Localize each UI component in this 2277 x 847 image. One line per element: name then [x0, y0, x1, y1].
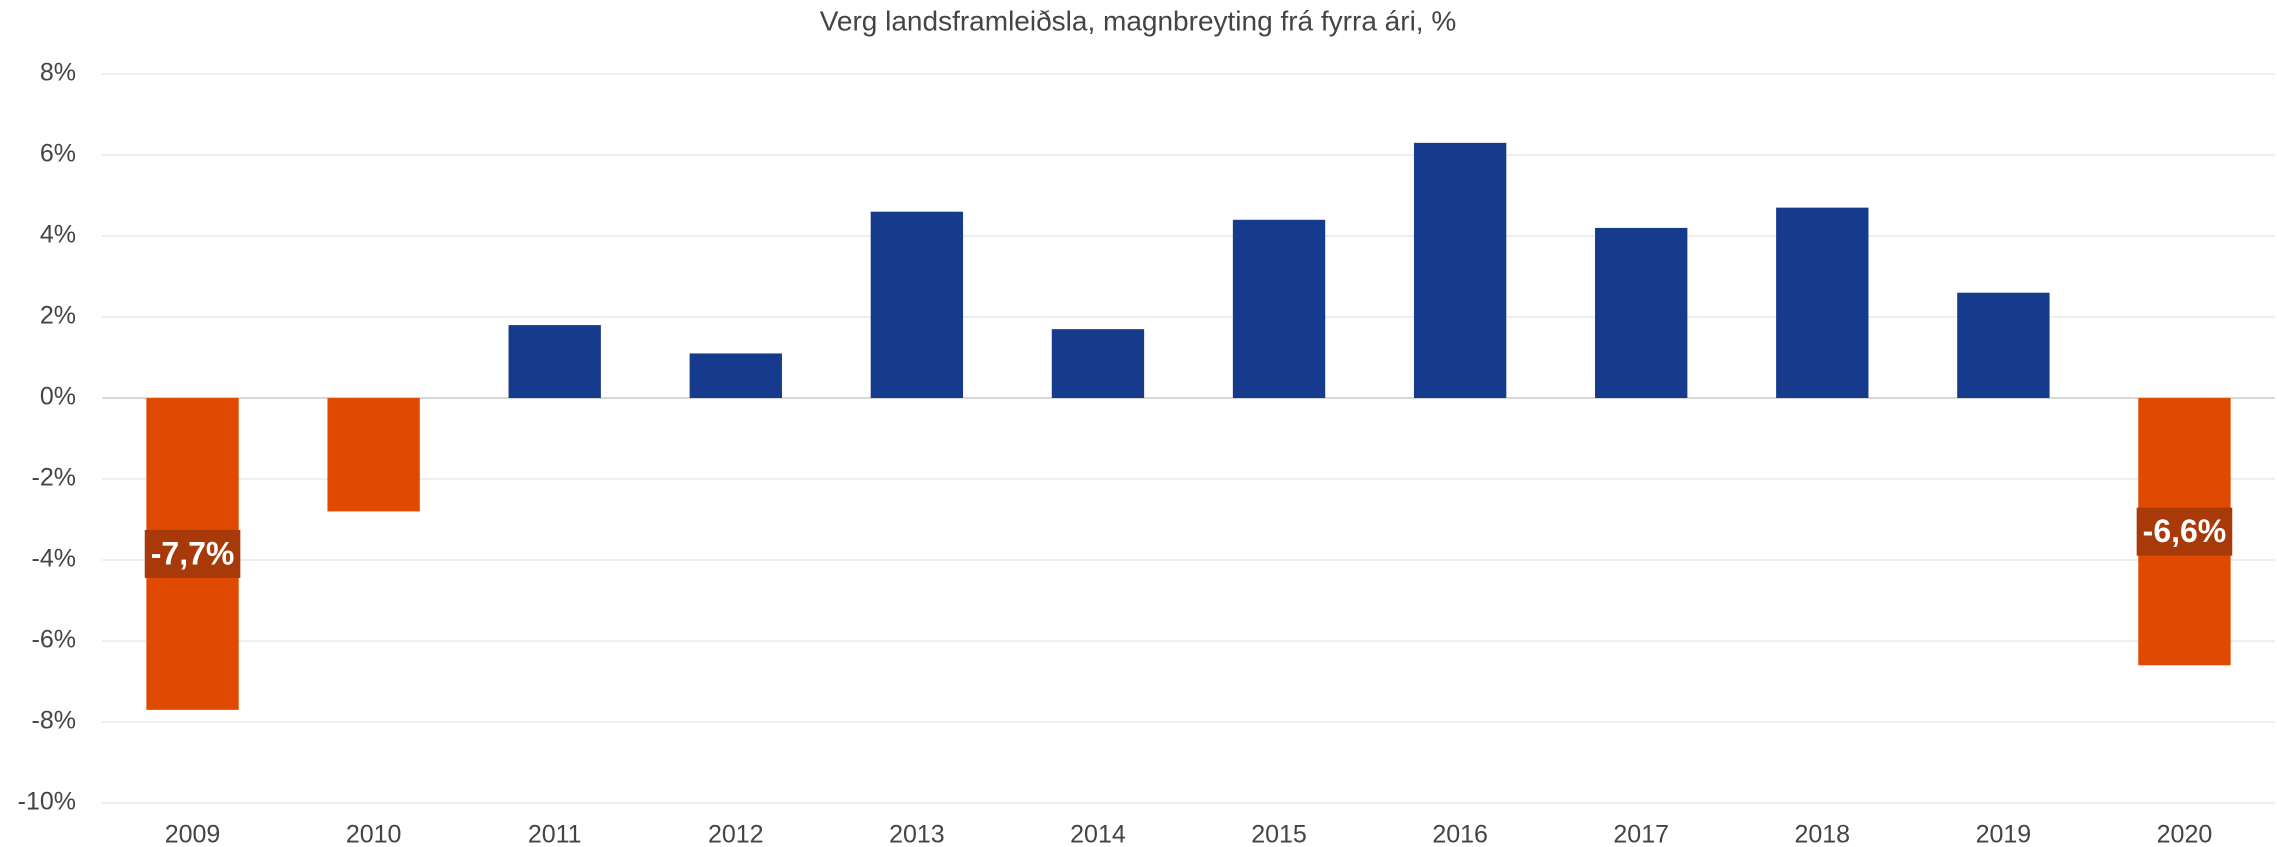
x-tick-label: 2018: [1794, 821, 1850, 847]
x-tick-label: 2009: [165, 821, 221, 847]
x-tick-label: 2014: [1070, 821, 1126, 847]
bar: [1232, 219, 1326, 398]
bar: [327, 398, 420, 512]
chart-title: Verg landsframleiðsla, magnbreyting frá …: [820, 5, 1457, 36]
x-tick-label: 2010: [346, 821, 402, 847]
value-label-box: [144, 529, 241, 578]
bar: [1957, 292, 2050, 398]
value-label: -6,6%: [2143, 513, 2227, 549]
value-label: -7,7%: [151, 535, 235, 571]
x-tick-label: 2013: [889, 821, 945, 847]
y-tick-label: 0%: [40, 383, 76, 411]
y-tick-label: 2%: [40, 302, 76, 330]
y-tick-label: -4%: [32, 545, 76, 573]
y-tick-label: -8%: [32, 707, 76, 735]
y-tick-label: 4%: [40, 221, 76, 249]
bar: [1776, 207, 1869, 398]
x-tick-label: 2015: [1251, 821, 1307, 847]
y-tick-label: 8%: [40, 59, 76, 87]
bar: [508, 325, 601, 398]
x-tick-label: 2011: [528, 821, 582, 847]
bar: [1595, 227, 1688, 398]
y-tick-label: -10%: [18, 788, 76, 816]
y-tick-label: -2%: [32, 464, 76, 492]
x-tick-label: 2012: [708, 821, 764, 847]
x-tick-label: 2016: [1432, 821, 1488, 847]
bar: [870, 211, 964, 398]
x-tick-label: 2017: [1613, 821, 1669, 847]
bar: [1413, 142, 1507, 398]
bar: [689, 353, 782, 398]
x-tick-label: 2019: [1976, 821, 2032, 847]
x-tick-label: 2020: [2157, 821, 2213, 847]
bar: [1051, 329, 1145, 398]
y-tick-label: 6%: [40, 140, 76, 168]
y-tick-label: -6%: [32, 626, 76, 654]
value-label-box: [2136, 507, 2233, 556]
